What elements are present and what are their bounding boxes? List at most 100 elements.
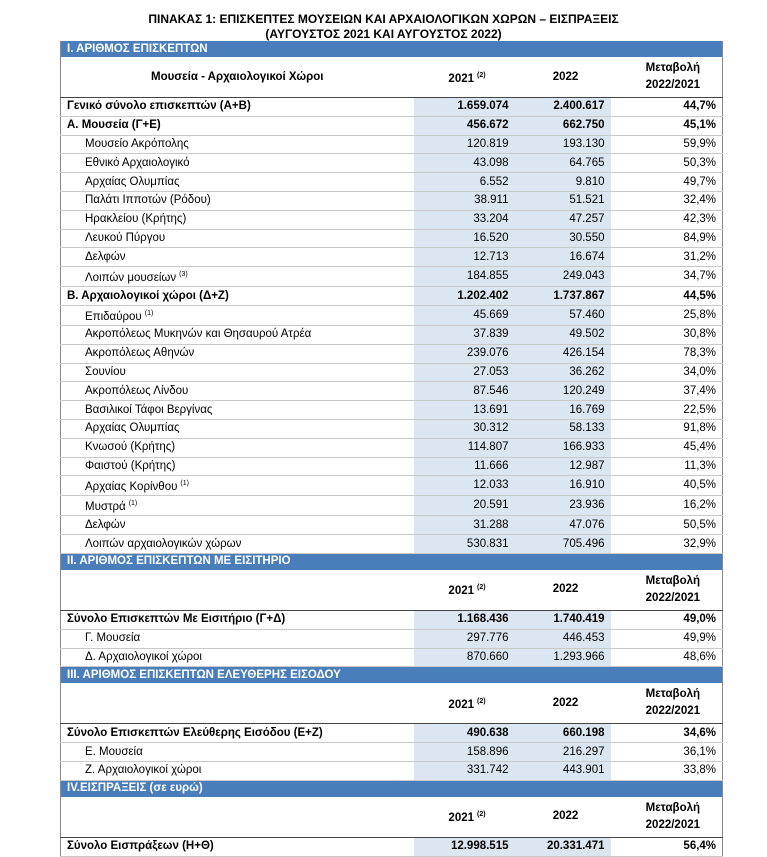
change-pct: 37,4% xyxy=(610,381,723,402)
header-2022: 2022 xyxy=(520,796,611,838)
value-2021: 12.713 xyxy=(413,247,521,268)
header-2021: 2021 (2) xyxy=(413,683,521,725)
value-2022: 64.765 xyxy=(520,153,611,174)
row-label: Δελφών xyxy=(60,247,414,268)
value-2021: 114.807 xyxy=(413,438,521,458)
value-2021: 297.776 xyxy=(413,629,521,649)
cell-text: Δελφών xyxy=(85,518,126,531)
section-header: ΙΙ. ΑΡΙΘΜΟΣ ΕΠΙΣΚΕΠΤΩΝ ΜΕ ΕΙΣΙΤΗΡΙΟ xyxy=(60,553,723,570)
value-2021: 456.672 xyxy=(413,116,521,136)
table-row: Ε. Μουσεία 158.896 216.297 36,1% xyxy=(60,742,723,762)
cell-text: Ακροπόλεως Λίνδου xyxy=(85,384,189,397)
row-label: Β. Αρχαιολογικοί χώροι (Δ+Ζ) xyxy=(60,286,414,306)
table-row: Β. Αρχαιολογικοί χώροι (Δ+Ζ) 1.202.402 1.7… xyxy=(60,286,723,306)
row-label: Γενικό σύνολο επισκεπτών (Α+Β) xyxy=(60,97,414,117)
row-label: Αρχαίας Κορίνθου (1) xyxy=(60,475,414,497)
header-2022: 2022 xyxy=(520,569,611,611)
cell-text: Δ. Αρχαιολογικοί χώροι xyxy=(85,650,202,663)
change-pct: 48,6% xyxy=(610,648,723,668)
row-label: Ακροπόλεως Λίνδου xyxy=(60,381,414,402)
cell-text: Ηρακλείου (Κρήτης) xyxy=(85,213,187,226)
table-row: Ηρακλείου (Κρήτης) 33.204 47.257 42,3% xyxy=(60,210,723,230)
value-2022: 16.674 xyxy=(520,247,611,268)
header-2021: 2021 (2) xyxy=(413,569,521,611)
value-2022: 58.133 xyxy=(520,419,611,439)
value-2022: 51.521 xyxy=(520,191,611,211)
value-2021: 120.819 xyxy=(413,135,521,155)
header-change: Μεταβολή 2022/2021 xyxy=(610,569,723,611)
header-change: Μεταβολή 2022/2021 xyxy=(610,683,723,725)
cell-text: Κνωσού (Κρήτης) xyxy=(85,441,176,454)
value-2021: 490.638 xyxy=(413,723,521,744)
table-row: Ακροπόλεως Μυκηνών και Θησαυρού Ατρέα 37.… xyxy=(60,325,723,345)
row-label: Παλάτι Ιπποτών (Ρόδου) xyxy=(60,191,414,211)
change-pct: 11,3% xyxy=(610,457,723,477)
value-2021: 43.098 xyxy=(413,153,521,174)
row-label: Κνωσού (Κρήτης) xyxy=(60,438,414,458)
table-row: Σουνίου 27.053 36.262 34,0% xyxy=(60,363,723,383)
table-body: Ι. ΑΡΙΘΜΟΣ ΕΠΙΣΚΕΠΤΩΝ Μουσεία - Αρχαιολογ… xyxy=(60,41,723,857)
section-title: ΙΙ. ΑΡΙΘΜΟΣ ΕΠΙΣΚΕΠΤΩΝ ΜΕ ΕΙΣΙΤΗΡΙΟ xyxy=(60,553,723,570)
value-2021: 870.660 xyxy=(413,648,521,668)
cell-text: Σουνίου xyxy=(85,365,126,378)
cell-text: Ζ. Αρχαιολογικοί χώροι xyxy=(85,764,202,777)
header-2021: 2021 (2) xyxy=(413,57,521,98)
value-2021: 20.591 xyxy=(413,495,521,517)
visitors-table: Ι. ΑΡΙΘΜΟΣ ΕΠΙΣΚΕΠΤΩΝ Μουσεία - Αρχαιολογ… xyxy=(60,41,724,857)
column-header: 2021 (2) 2022 Μεταβολή 2022/2021 xyxy=(60,683,723,725)
value-2022: 57.460 xyxy=(520,305,611,326)
table-row: Δελφών 12.713 16.674 31,2% xyxy=(60,247,723,268)
change-pct: 42,3% xyxy=(610,210,723,230)
footnote-mark: (2) xyxy=(477,697,486,705)
cell-text: Γενικό σύνολο επισκεπτών (Α+Β) xyxy=(67,100,251,113)
value-2022: 1.293.966 xyxy=(520,648,611,668)
footnote-mark: (3) xyxy=(179,271,188,279)
value-2021: 45.669 xyxy=(413,305,521,326)
footnote-mark: (2) xyxy=(477,71,486,79)
value-2021: 87.546 xyxy=(413,381,521,402)
table-row: Λοιπών αρχαιολογικών χώρων 530.831 705.496… xyxy=(60,534,723,554)
value-2022: 193.130 xyxy=(520,135,611,155)
table-row: Αρχαίας Κορίνθου (1) 12.033 16.910 40,5% xyxy=(60,475,723,497)
row-label: Σύνολο Επισκεπτών Με Εισιτήριο (Γ+Δ) xyxy=(60,610,414,630)
section-title: IV.ΕΙΣΠΡΑΞΕΙΣ (σε ευρώ) xyxy=(60,780,723,797)
cell-text: Ε. Μουσεία xyxy=(85,745,143,758)
value-2021: 13.691 xyxy=(413,400,521,420)
table-row: Γενικό σύνολο επισκεπτών (Α+Β) 1.659.074 2… xyxy=(60,97,723,117)
value-2022: 1.737.867 xyxy=(520,286,611,306)
value-2021: 158.896 xyxy=(413,742,521,762)
value-2021: 37.839 xyxy=(413,325,521,345)
change-pct: 25,8% xyxy=(610,305,723,326)
change-pct: 44,5% xyxy=(610,286,723,306)
table-row: Παλάτι Ιπποτών (Ρόδου) 38.911 51.521 32,4% xyxy=(60,191,723,211)
change-pct: 34,0% xyxy=(610,363,723,383)
change-pct: 16,2% xyxy=(610,495,723,517)
change-pct: 50,3% xyxy=(610,153,723,174)
change-pct: 30,8% xyxy=(610,325,723,345)
row-label: Ε. Μουσεία xyxy=(60,742,414,762)
value-2021: 6.552 xyxy=(413,172,521,192)
value-2021: 239.076 xyxy=(413,344,521,364)
cell-text: 2021 xyxy=(448,72,475,85)
cell-text: Α. Μουσεία (Γ+Ε) xyxy=(67,119,161,132)
row-label: Λευκού Πύργου xyxy=(60,229,414,249)
value-2021: 1.202.402 xyxy=(413,286,521,306)
row-label: Λοιπών μουσείων (3) xyxy=(60,266,414,288)
value-2022: 249.043 xyxy=(520,266,611,288)
cell-text: Λοιπών αρχαιολογικών χώρων xyxy=(85,537,242,550)
value-2022: 2.400.617 xyxy=(520,97,611,117)
table-row: Α. Μουσεία (Γ+Ε) 456.672 662.750 45,1% xyxy=(60,116,723,136)
row-label: Επιδαύρου (1) xyxy=(60,305,414,326)
cell-text: Σύνολο Εισπράξεων (Η+Θ) xyxy=(67,840,214,853)
table-row: Μυστρά (1) 20.591 23.936 16,2% xyxy=(60,495,723,517)
table-row: Αρχαίας Ολυμπίας 6.552 9.810 49,7% xyxy=(60,172,723,192)
table-row: Ακροπόλεως Λίνδου 87.546 120.249 37,4% xyxy=(60,381,723,402)
value-2021: 30.312 xyxy=(413,419,521,439)
value-2021: 1.168.436 xyxy=(413,610,521,630)
value-2022: 426.154 xyxy=(520,344,611,364)
value-2021: 31.288 xyxy=(413,515,521,536)
title-line: ΠΙΝΑΚΑΣ 1: ΕΠΙΣΚΕΠΤΕΣ ΜΟΥΣΕΙΩΝ ΚΑΙ ΑΡΧΑΙ… xyxy=(148,12,619,26)
footnote-mark: (1) xyxy=(144,309,154,317)
cell-text: Ακροπόλεως Αθηνών xyxy=(85,347,195,360)
cell-text: Μουσείο Ακρόπολης xyxy=(85,137,189,150)
